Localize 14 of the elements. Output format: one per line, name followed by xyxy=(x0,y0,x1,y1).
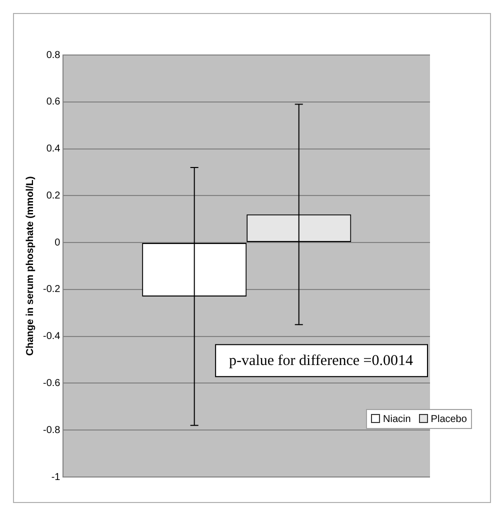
y-tick-label: 0.6 xyxy=(46,96,61,108)
y-axis-title: Change in serum phosphate (mmol/L) xyxy=(24,176,36,356)
y-tick-label: -0.2 xyxy=(42,284,61,296)
legend-label: Niacin xyxy=(382,414,411,424)
y-tick-label: -0.8 xyxy=(42,424,61,436)
y-tick-label: 0.8 xyxy=(46,50,61,61)
y-tick-label: -1 xyxy=(51,472,61,483)
annotation: p-value for difference =0.0014 xyxy=(229,353,414,370)
y-tick-label: 0.2 xyxy=(46,190,61,202)
y-tick-label: 0 xyxy=(54,237,61,248)
y-tick-label: 0.4 xyxy=(46,144,61,155)
legend-label: Placebo xyxy=(430,414,467,424)
y-tick-label: -0.4 xyxy=(42,331,61,342)
y-tick-label: -0.6 xyxy=(42,378,61,389)
